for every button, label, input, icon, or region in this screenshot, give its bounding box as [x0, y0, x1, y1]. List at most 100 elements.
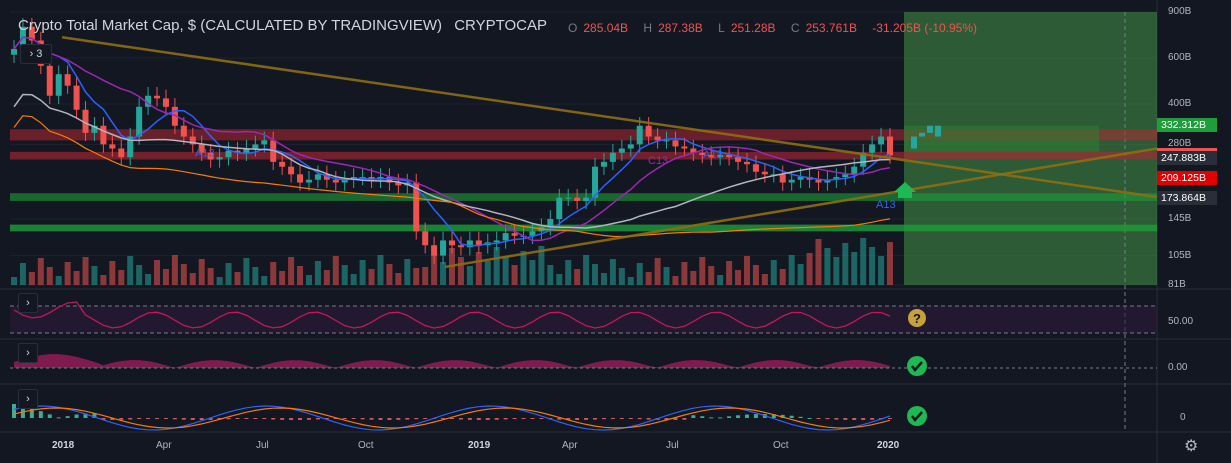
osc-bar: [780, 414, 785, 418]
osc-bar: [682, 418, 687, 420]
volume-bar: [797, 264, 804, 285]
volume-bar: [28, 272, 35, 285]
low-label: L: [718, 21, 725, 35]
candle-body: [136, 106, 143, 137]
osc-bar: [280, 418, 285, 420]
volume-bar: [37, 258, 44, 285]
candle-body: [198, 144, 205, 153]
volume-bar: [502, 256, 509, 285]
price-tag: 173.864B: [1157, 191, 1217, 206]
volume-bar: [869, 247, 876, 285]
pane-collapse-button-2[interactable]: ›: [18, 343, 38, 363]
y-tick-label: 400B: [1168, 97, 1192, 109]
candle-body: [422, 231, 429, 246]
volume-bar: [538, 246, 545, 285]
volume-bar: [314, 261, 321, 285]
volume-bar: [297, 266, 304, 285]
pane-collapse-button-3[interactable]: ›: [18, 389, 38, 409]
osc-bar: [423, 418, 428, 419]
osc-bar: [718, 417, 723, 419]
osc-bar: [664, 418, 669, 420]
up-arrow-icon: [894, 182, 916, 198]
candle-body: [395, 182, 402, 186]
volume-bar: [520, 251, 527, 285]
x-tick-label: 2019: [468, 440, 491, 451]
candle-body: [100, 125, 107, 145]
osc-bar: [450, 418, 454, 420]
volume-bar: [118, 270, 125, 285]
candle-body: [511, 233, 518, 236]
candle-body: [690, 148, 697, 153]
osc-bar: [753, 414, 758, 418]
candle-body: [860, 152, 867, 167]
volume-bar: [574, 269, 581, 285]
indicators-toggle-button[interactable]: › 3: [20, 44, 52, 64]
osc-line-blue: [13, 405, 891, 431]
candle-body: [547, 218, 554, 228]
osc-bar: [414, 418, 419, 420]
ma-line-purple: [13, 36, 891, 242]
volume-bar: [82, 257, 89, 285]
volume-bar: [91, 266, 98, 285]
candle-body: [225, 150, 232, 158]
volume-bar: [395, 273, 402, 285]
volume-bar: [46, 267, 53, 285]
candle-body: [127, 136, 134, 158]
osc-bar: [584, 418, 589, 420]
rsi-pane: [10, 301, 1157, 334]
volume-bar: [663, 267, 670, 285]
volume-bar: [243, 258, 250, 285]
volume-bar: [842, 243, 849, 285]
volume-bar: [466, 266, 473, 285]
osc-bar: [12, 404, 16, 418]
candle-body: [717, 154, 724, 158]
osc-bar: [888, 418, 892, 419]
x-tick-label: Oct: [358, 440, 374, 451]
volume-bar: [726, 261, 733, 285]
osc-bar: [74, 414, 79, 418]
osc-bar: [798, 416, 803, 418]
candle-body: [833, 176, 840, 180]
volume-bar: [198, 259, 205, 285]
y-tick-label: 145B: [1168, 212, 1192, 224]
indicators-count: 3: [36, 48, 43, 60]
osc-bar: [441, 418, 446, 419]
gear-icon[interactable]: ⚙: [1184, 438, 1199, 455]
pane-collapse-button-1[interactable]: ›: [18, 293, 38, 313]
osc-bar: [146, 418, 151, 419]
trendline-descending: [61, 36, 1158, 199]
osc-bar: [369, 418, 374, 420]
volume-bar: [806, 253, 813, 285]
candle-body: [574, 197, 581, 201]
candle-body: [261, 140, 268, 145]
annotation-label: A13: [876, 199, 896, 211]
osc-bar: [324, 418, 329, 419]
volume-bar: [735, 270, 742, 285]
trendline-ascending: [444, 147, 1158, 269]
volume-bar: [887, 242, 893, 285]
osc-bar: [298, 418, 303, 420]
candle-body: [935, 125, 941, 137]
volume-bar: [457, 257, 464, 285]
candle-body: [431, 245, 438, 256]
volume-bar: [851, 252, 858, 285]
candle-body: [672, 140, 679, 147]
volume-bar: [207, 268, 214, 285]
osc-bar: [771, 414, 776, 418]
osc-bar: [843, 418, 848, 420]
volume-bar: [171, 255, 178, 285]
osc-bar: [128, 418, 133, 420]
osc-bar: [870, 418, 875, 420]
osc-bar: [262, 418, 267, 420]
annotation-label: A13: [195, 147, 215, 159]
osc-bar: [253, 418, 258, 419]
volume-bar: [636, 263, 643, 285]
price-tag: 209.125B: [1157, 170, 1217, 185]
candle-body: [314, 174, 321, 180]
candle-body: [919, 132, 925, 137]
osc-bar: [137, 418, 142, 419]
x-tick-label: Oct: [773, 440, 789, 451]
candle-body: [600, 161, 607, 167]
osc-bar: [691, 415, 696, 418]
